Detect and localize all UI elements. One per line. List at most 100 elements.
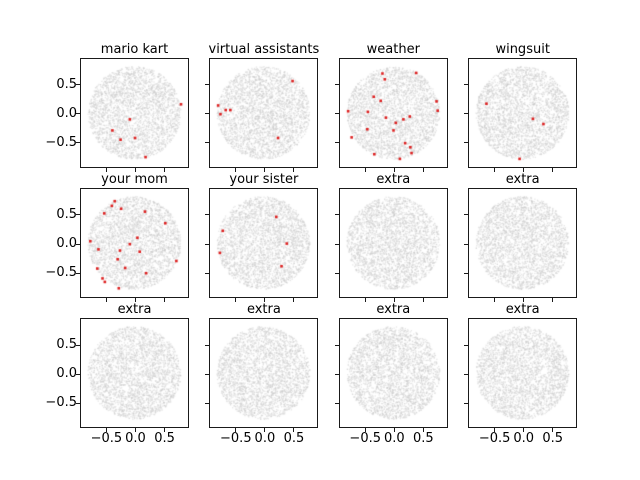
- subplot-title: your mom: [101, 172, 168, 187]
- subplot-extra-r2c0: extra 0.5 0.0 −0.5 −0.5 0.0 0.5: [45, 302, 189, 446]
- x-tick-label: 0.5: [283, 431, 305, 447]
- y-tick-mark: [464, 214, 469, 216]
- x-tick-mark: [393, 428, 395, 433]
- scatter-canvas: [81, 319, 188, 428]
- x-tick-label: 0.0: [254, 431, 276, 447]
- x-tick-mark: [235, 428, 237, 433]
- y-tick-mark: [464, 142, 469, 144]
- x-tick-mark: [393, 298, 395, 302]
- x-tick-mark: [105, 428, 107, 433]
- x-tick-mark: [523, 167, 525, 172]
- y-tick-mark: [76, 243, 80, 245]
- scatter-canvas: [210, 319, 318, 428]
- y-tick-mark: [334, 373, 339, 375]
- y-tick-mark: [464, 84, 469, 86]
- y-tick-mark: [334, 272, 339, 274]
- x-tick-mark: [164, 298, 166, 302]
- x-tick-mark: [523, 428, 525, 433]
- y-tick-mark: [334, 243, 339, 245]
- x-tick-mark: [293, 298, 295, 302]
- x-tick-mark: [235, 167, 237, 172]
- scatter-canvas: [339, 58, 447, 167]
- x-tick-label: −0.5: [478, 431, 511, 447]
- scatter-canvas: [81, 58, 188, 167]
- y-tick-mark: [334, 84, 339, 86]
- x-tick-label: 0.5: [413, 431, 434, 447]
- y-tick-mark: [76, 402, 80, 404]
- subplot-virtual-assistants-r0c1: virtual assistants: [205, 42, 319, 172]
- y-tick-mark: [205, 142, 210, 144]
- y-tick-mark: [334, 402, 339, 404]
- y-tick-mark: [334, 214, 339, 216]
- y-tick-mark: [205, 373, 210, 375]
- scatter-canvas: [210, 58, 318, 167]
- y-tick-mark: [76, 113, 80, 115]
- subplot-title: extra: [246, 302, 281, 318]
- subplot-title: extra: [505, 172, 540, 187]
- x-tick-mark: [393, 167, 395, 172]
- y-tick-label: −0.5: [45, 265, 77, 281]
- y-tick-label: 0.5: [56, 207, 77, 223]
- subplot-extra-r2c1: extra −0.5 0.0 0.5: [205, 302, 319, 446]
- y-tick-mark: [464, 373, 469, 375]
- y-tick-mark: [464, 344, 469, 346]
- x-tick-mark: [494, 167, 496, 172]
- x-tick-mark: [422, 167, 424, 172]
- x-tick-label: 0.0: [513, 431, 535, 447]
- subplot-extra-r1c3: extra: [464, 172, 578, 302]
- y-tick-mark: [464, 272, 469, 274]
- y-tick-label: −0.5: [45, 395, 77, 411]
- subplot-extra-r1c2: extra: [334, 172, 448, 302]
- x-tick-label: −0.5: [90, 431, 123, 447]
- y-tick-mark: [76, 84, 80, 86]
- y-tick-mark: [464, 243, 469, 245]
- x-tick-label: 0.0: [125, 431, 146, 447]
- x-tick-mark: [523, 298, 525, 302]
- scatter-canvas: [210, 189, 318, 297]
- x-tick-mark: [364, 167, 366, 172]
- x-tick-mark: [164, 428, 166, 433]
- x-tick-mark: [264, 298, 266, 302]
- x-tick-mark: [264, 167, 266, 172]
- subplot-title: weather: [366, 41, 420, 57]
- y-tick-mark: [334, 344, 339, 346]
- scatter-canvas: [469, 319, 577, 428]
- y-tick-label: 0.0: [56, 105, 77, 121]
- y-tick-mark: [334, 142, 339, 144]
- subplot-title: extra: [376, 302, 411, 318]
- x-tick-label: 0.5: [154, 431, 175, 447]
- y-tick-mark: [76, 214, 80, 216]
- y-tick-label: 0.0: [56, 236, 77, 252]
- x-tick-mark: [264, 428, 266, 433]
- y-tick-mark: [464, 113, 469, 115]
- x-tick-mark: [293, 167, 295, 172]
- x-tick-label: −0.5: [220, 431, 252, 447]
- y-tick-label: 0.0: [56, 366, 77, 382]
- x-tick-mark: [552, 167, 554, 172]
- subplot-title: extra: [376, 172, 411, 187]
- subplot-weather-r0c2: weather: [334, 42, 448, 172]
- x-tick-mark: [105, 298, 107, 302]
- scatter-canvas: [469, 189, 577, 297]
- y-tick-mark: [464, 402, 469, 404]
- subplot-your-sister-r1c1: your sister: [205, 172, 319, 302]
- scatter-canvas: [339, 319, 447, 428]
- x-tick-label: 0.5: [542, 431, 564, 447]
- subplot-title: virtual assistants: [208, 41, 320, 57]
- y-tick-label: −0.5: [45, 134, 77, 150]
- x-tick-mark: [364, 298, 366, 302]
- x-tick-mark: [235, 298, 237, 302]
- y-tick-mark: [205, 344, 210, 346]
- y-tick-mark: [205, 113, 210, 115]
- y-tick-label: 0.5: [56, 337, 77, 353]
- y-tick-mark: [205, 243, 210, 245]
- x-tick-mark: [135, 167, 136, 172]
- y-tick-mark: [76, 344, 80, 346]
- y-tick-mark: [76, 272, 80, 274]
- x-tick-mark: [135, 298, 136, 302]
- subplot-title: mario kart: [100, 41, 169, 57]
- scatter-canvas: [339, 189, 447, 297]
- subplot-extra-r2c2: extra −0.5 0.0 0.5: [334, 302, 448, 446]
- subplot-title: your sister: [229, 172, 299, 187]
